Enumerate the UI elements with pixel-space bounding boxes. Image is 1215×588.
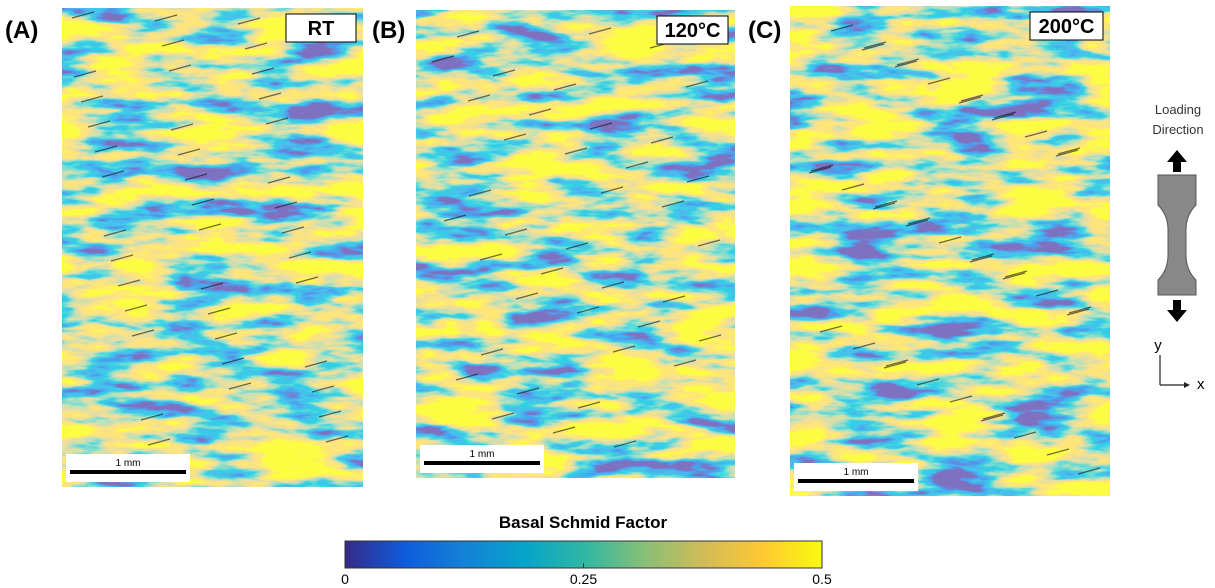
colorbar-tick-label: 0 [341, 571, 349, 587]
scale-bar-label: 1 mm [844, 467, 869, 478]
scale-bar [424, 461, 540, 465]
specimen-diagram [1158, 150, 1196, 388]
panel-label: (C) [748, 17, 781, 44]
ebsd-map [62, 8, 363, 487]
ebsd-map [790, 6, 1110, 496]
condition-label: 120°C [665, 20, 721, 42]
colorbar-tick-label: 0.5 [812, 571, 832, 587]
condition-label: 200°C [1039, 16, 1095, 38]
scale-bar-label: 1 mm [116, 458, 141, 469]
scale-bar [798, 479, 914, 483]
axis-y-label: y [1154, 337, 1162, 354]
panel-label: (B) [372, 17, 405, 44]
panel-label: (A) [5, 17, 38, 44]
colorbar-tick-label: 0.25 [570, 571, 597, 587]
scale-bar-label: 1 mm [470, 449, 495, 460]
figure-svg: (A) RT 1 mm (B) 120°C 1 mm (C) 200°C 1 mm y x Ba… [0, 0, 1215, 588]
colorbar-title: Basal Schmid Factor [499, 513, 668, 532]
axis-x-label: x [1197, 376, 1205, 393]
condition-label: RT [308, 18, 335, 40]
scale-bar [70, 470, 186, 474]
ebsd-map [416, 10, 735, 478]
loading-direction: Loading Direction [1142, 100, 1214, 140]
figure: (A) RT 1 mm (B) 120°C 1 mm (C) 200°C 1 mm y x Ba… [0, 0, 1215, 588]
